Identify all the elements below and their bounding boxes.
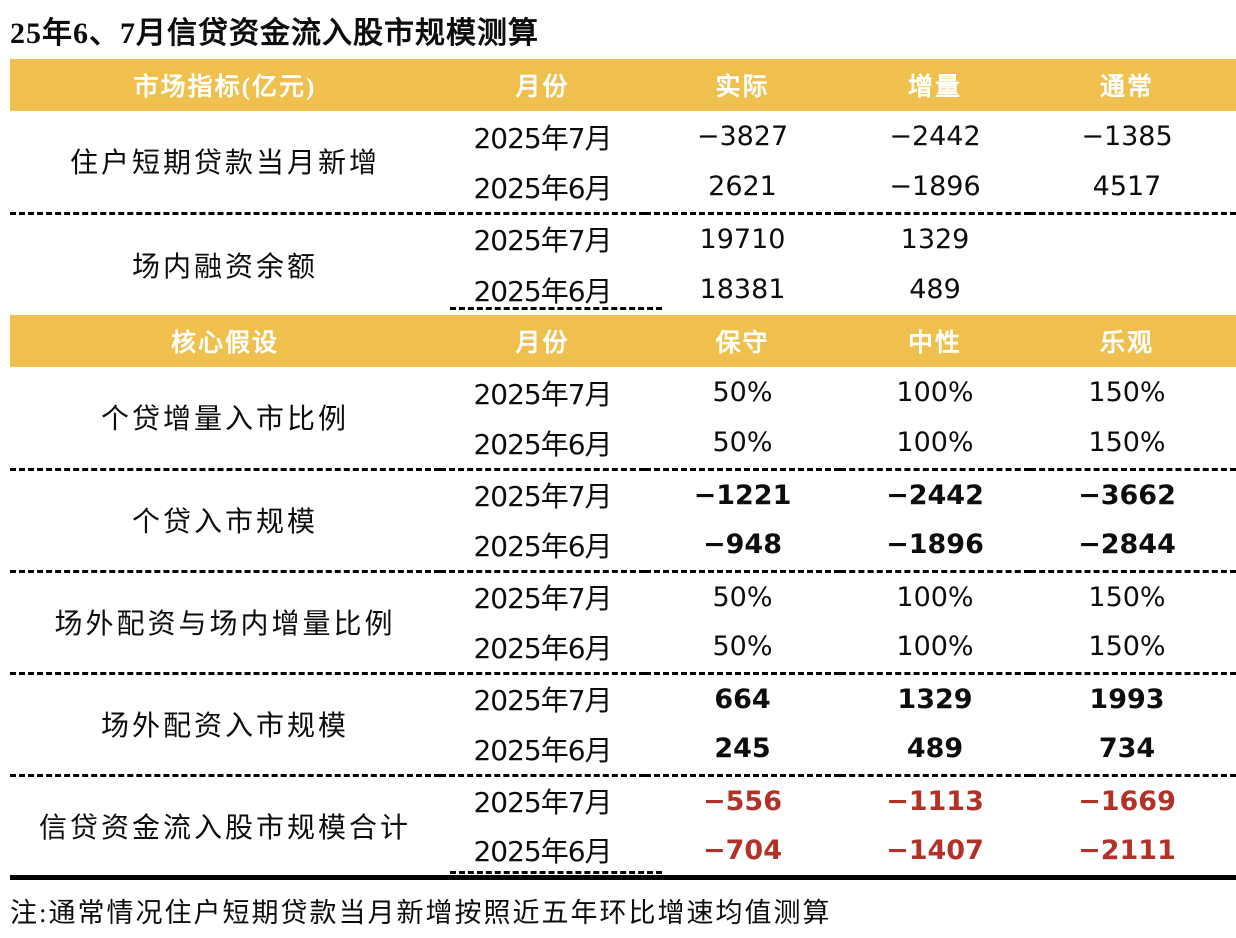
value-cell: 18381 xyxy=(699,274,786,305)
indicator-label: 信贷资金流入股市规模合计 xyxy=(10,773,440,877)
month-cell: 2025年7月 xyxy=(473,377,612,411)
value-cell: 100% xyxy=(896,427,974,459)
indicator-label: 个贷增量入市比例 xyxy=(100,404,349,436)
table-row: 2025年6月 50% 100% 150% xyxy=(10,418,1236,469)
value-cell: 1993 xyxy=(1030,671,1236,724)
value-cell: −556 xyxy=(645,773,840,826)
table-row: 2025年6月 −948 −1896 −2844 xyxy=(10,520,1236,571)
footnote: 注:通常情况住户短期贷款当月新增按照近五年环比增速均值测算 xyxy=(10,897,832,928)
value-cell: 1329 xyxy=(840,671,1030,724)
value-cell: −1407 xyxy=(886,834,984,866)
col-header-neutral: 中性 xyxy=(840,315,1030,367)
dashed-artifact xyxy=(450,307,662,310)
table-row: 场外配资与场内增量比例 2025年7月 50% 100% 150% xyxy=(10,569,1236,673)
value-cell: −3827 xyxy=(696,121,789,152)
value-cell: 245 xyxy=(714,733,771,765)
col-header-optimistic: 乐观 xyxy=(1030,315,1236,367)
indicator-label: 场外配资入市规模 xyxy=(10,671,440,775)
month-cell: 2025年6月 xyxy=(473,427,612,461)
indicator-label: 个贷入市规模 xyxy=(10,467,440,571)
table-row: 个贷入市规模 2025年7月 −1221 −2442 −3662 xyxy=(10,467,1236,571)
value-cell: −1385 xyxy=(1081,121,1173,152)
table-row: 2025年6月 50% 100% 150% xyxy=(10,622,1236,673)
value-cell: −2111 xyxy=(1078,834,1176,866)
indicator-label: 场外配资与场内增量比例 xyxy=(10,569,440,673)
value-cell: −2442 xyxy=(840,467,1030,520)
indicator-label: 住户短期贷款当月新增 xyxy=(69,148,380,180)
month-cell: 2025年7月 xyxy=(473,121,612,155)
month-cell: 2025年6月 xyxy=(473,733,612,767)
value-cell: 50% xyxy=(712,631,773,663)
col-header-actual: 实际 xyxy=(645,59,840,111)
value-cell: −1896 xyxy=(886,529,984,561)
value-cell: 100% xyxy=(840,569,1030,622)
value-cell: −2442 xyxy=(889,121,981,152)
value-cell: 150% xyxy=(1088,377,1166,408)
month-cell: 2025年7月 xyxy=(440,569,645,622)
value-cell: 50% xyxy=(645,569,840,622)
month-cell: 2025年6月 xyxy=(473,171,612,205)
table-row: 场外配资入市规模 2025年7月 664 1329 1993 xyxy=(10,671,1236,775)
table-row-total: 2025年6月 −704 −1407 −2111 xyxy=(10,826,1236,877)
table-row: 场内融资余额 2025年7月 19710 1329 xyxy=(10,211,1236,315)
col-header-month: 月份 xyxy=(440,315,645,367)
value-cell: 100% xyxy=(896,631,974,663)
value-cell: 50% xyxy=(712,377,773,408)
month-cell: 2025年7月 xyxy=(440,211,645,264)
table-row: 2025年6月 18381 489 xyxy=(10,264,1236,315)
value-cell: 100% xyxy=(896,377,974,408)
col-header-market-indicator: 市场指标(亿元) xyxy=(10,59,440,111)
value-cell xyxy=(1030,264,1236,315)
value-cell: 734 xyxy=(1098,733,1156,765)
value-cell: −704 xyxy=(703,834,782,866)
month-cell: 2025年6月 xyxy=(473,631,612,665)
col-header-increment: 增量 xyxy=(840,59,1030,111)
month-cell: 2025年6月 xyxy=(473,274,612,308)
value-cell: 50% xyxy=(712,427,773,459)
value-cell: 150% xyxy=(1088,427,1166,459)
value-cell: 4517 xyxy=(1092,171,1162,203)
table-row: 2025年6月 2621 −1896 4517 xyxy=(10,162,1236,213)
value-cell: 1329 xyxy=(840,211,1030,264)
col-header-conservative: 保守 xyxy=(645,315,840,367)
section1-header-row: 市场指标(亿元) 月份 实际 增量 通常 xyxy=(10,59,1236,111)
col-header-month: 月份 xyxy=(440,59,645,111)
col-header-core-assumption: 核心假设 xyxy=(10,315,440,367)
month-cell: 2025年6月 xyxy=(473,835,612,869)
value-cell: −1669 xyxy=(1030,773,1236,826)
page-title: 25年6、7月信贷资金流入股市规模测算 xyxy=(10,17,539,50)
value-cell: 489 xyxy=(909,274,961,305)
value-cell xyxy=(1030,211,1236,264)
value-cell: −2844 xyxy=(1078,529,1176,561)
month-cell: 2025年7月 xyxy=(440,467,645,520)
value-cell: 489 xyxy=(906,733,964,765)
month-cell: 2025年7月 xyxy=(440,671,645,724)
value-cell: 664 xyxy=(645,671,840,724)
value-cell: −3662 xyxy=(1030,467,1236,520)
value-cell: 2621 xyxy=(708,171,777,203)
value-cell: −1221 xyxy=(645,467,840,520)
table-row: 住户短期贷款当月新增 2025年7月 −3827 −2442 −1385 xyxy=(10,111,1236,179)
table-row-total: 信贷资金流入股市规模合计 2025年7月 −556 −1113 −1669 xyxy=(10,773,1236,877)
value-cell: −1896 xyxy=(889,171,981,203)
value-cell: −948 xyxy=(703,529,782,561)
month-cell: 2025年6月 xyxy=(473,529,612,563)
col-header-usual: 通常 xyxy=(1030,59,1236,111)
table-row: 个贷增量入市比例 2025年7月 50% 100% 150% xyxy=(10,367,1236,435)
credit-flow-table: 市场指标(亿元) 月份 实际 增量 通常 住户短期贷款当月新增 2025年7月 … xyxy=(10,59,1236,880)
value-cell: −1113 xyxy=(840,773,1030,826)
month-cell: 2025年7月 xyxy=(440,773,645,826)
value-cell: 19710 xyxy=(645,211,840,264)
table-row: 2025年6月 245 489 734 xyxy=(10,724,1236,775)
value-cell: 150% xyxy=(1088,631,1166,663)
indicator-label: 场内融资余额 xyxy=(10,211,440,315)
section2-header-row: 核心假设 月份 保守 中性 乐观 xyxy=(10,315,1236,367)
dashed-artifact xyxy=(450,871,662,874)
value-cell: 150% xyxy=(1030,569,1236,622)
